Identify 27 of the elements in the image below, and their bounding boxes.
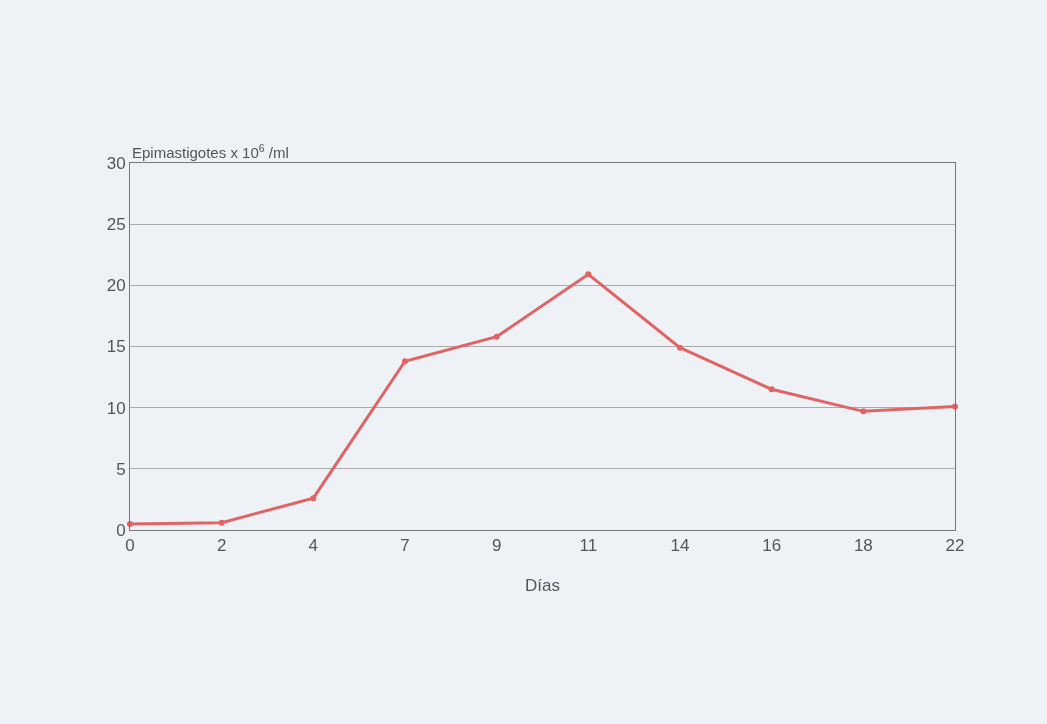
x-tick-label: 14 <box>670 536 690 556</box>
x-tick-label: 22 <box>945 536 965 556</box>
point <box>127 520 133 527</box>
y-tick-label: 10 <box>106 398 126 418</box>
point <box>218 519 225 526</box>
point <box>585 271 592 278</box>
point <box>860 408 867 415</box>
y-tick-label: 15 <box>106 337 126 357</box>
y-tick-label: 5 <box>116 459 126 479</box>
x-tick-label: 11 <box>579 536 598 556</box>
y-tick-label: 0 <box>116 520 126 540</box>
point <box>402 358 408 365</box>
x-tick-label: 9 <box>491 536 502 556</box>
x-tick-label: 4 <box>308 536 319 556</box>
point <box>768 386 775 393</box>
point <box>677 344 683 351</box>
y-tick-label: 30 <box>106 153 126 173</box>
y-axis-title: Epimastigotes x 10$^{6}$ /ml <box>132 142 289 162</box>
y-tick-label: 25 <box>106 215 126 235</box>
x-axis-title: Días <box>525 576 560 595</box>
point <box>493 333 500 340</box>
y-tick-label: 20 <box>106 276 126 296</box>
x-tick-label: 2 <box>216 536 227 556</box>
x-tick-label: 7 <box>400 536 410 556</box>
point <box>310 495 317 502</box>
x-tick-label: 16 <box>762 536 782 556</box>
x-tick-label: 18 <box>853 536 873 556</box>
